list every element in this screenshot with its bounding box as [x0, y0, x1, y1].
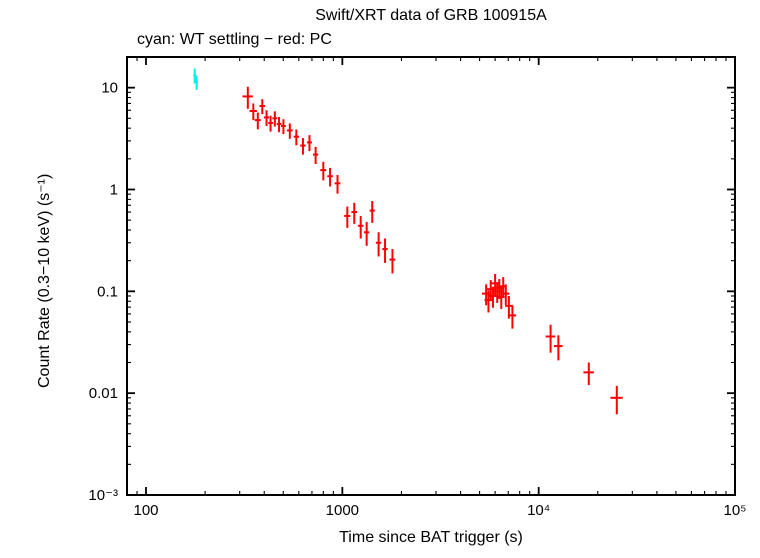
x-axis-label: Time since BAT trigger (s) [339, 529, 523, 546]
chart-subtitle: cyan: WT settling − red: PC [137, 31, 332, 48]
axis-ticks [127, 57, 735, 495]
y-tick-label: 1 [110, 181, 118, 198]
y-tick-label: 0.01 [89, 385, 118, 402]
y-axis-label: Count Rate (0.3−10 keV) (s⁻¹) [36, 173, 53, 388]
x-tick-label: 100 [134, 502, 159, 519]
y-tick-label: 0.1 [97, 283, 118, 300]
chart-title: Swift/XRT data of GRB 100915A [315, 7, 547, 24]
y-tick-label: 10 [101, 80, 118, 97]
x-tick-label: 10⁴ [527, 502, 550, 519]
series-PC [242, 86, 623, 415]
plot-frame [126, 56, 736, 496]
series-WT-settling [193, 68, 199, 90]
x-tick-label: 1000 [326, 502, 359, 519]
x-tick-label: 10⁵ [724, 502, 747, 519]
y-tick-label: 10⁻³ [88, 487, 118, 504]
tick-labels: 100 1000 10⁴ 10⁵ 10 1 0.1 0.01 10⁻³ [88, 80, 746, 519]
